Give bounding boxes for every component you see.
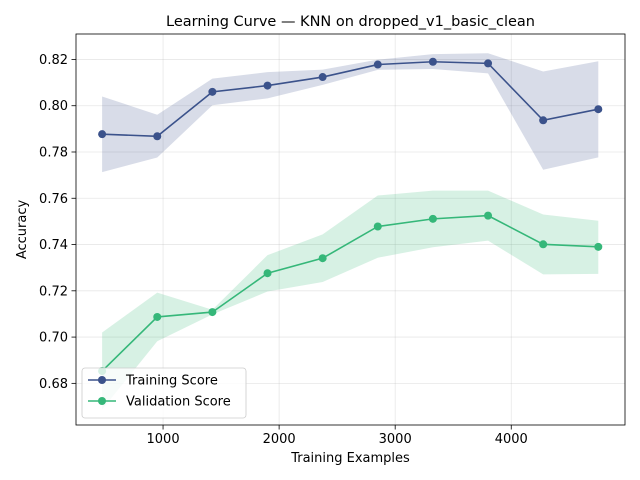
- y-tick-label: 0.80: [39, 99, 68, 114]
- validation-score-point: [318, 254, 327, 263]
- training-score-point: [208, 87, 217, 96]
- training-score-point: [263, 81, 272, 90]
- chart-title: Learning Curve — KNN on dropped_v1_basic…: [166, 14, 535, 30]
- training-score-point: [484, 59, 493, 68]
- training-score-point: [428, 57, 437, 66]
- x-tick-label: 1000: [147, 432, 180, 447]
- axis-ticks: 1000 2000 3000 4000 0.68 0.70 0.72 0.74 0.76 0.78…: [39, 53, 528, 447]
- validation-score-legend-marker: [98, 397, 106, 405]
- training-score-legend-label: Training Score: [125, 374, 218, 389]
- validation-score-line: [101, 214, 599, 372]
- validation-score-point: [373, 222, 382, 231]
- y-axis-label: Accuracy: [15, 200, 30, 260]
- x-tick-label: 3000: [379, 432, 412, 447]
- legend-box: [81, 367, 247, 419]
- series-lines: [101, 60, 599, 372]
- validation-score-point: [594, 242, 603, 251]
- series-points: [98, 57, 603, 376]
- training-score-band: [102, 53, 599, 173]
- validation-score-point: [428, 214, 437, 223]
- y-tick-label: 0.82: [39, 53, 68, 68]
- y-tick-label: 0.74: [39, 238, 68, 253]
- training-score-point: [318, 73, 327, 82]
- legend: Training Score Validation Score: [81, 367, 247, 419]
- y-tick-label: 0.68: [39, 377, 68, 392]
- y-tick-label: 0.72: [39, 284, 68, 299]
- training-score-line: [102, 60, 599, 138]
- training-score-point: [373, 60, 382, 69]
- validation-score-point: [208, 308, 217, 317]
- x-tick-label: 2000: [263, 432, 296, 447]
- x-tick-label: 4000: [495, 432, 528, 447]
- validation-score-point: [263, 269, 272, 278]
- validation-score-legend-label: Validation Score: [126, 395, 231, 410]
- std-bands: [102, 53, 599, 410]
- grid-lines: [76, 34, 625, 425]
- training-score-point: [153, 132, 162, 141]
- x-axis-label: Training Examples: [290, 451, 410, 466]
- y-tick-label: 0.78: [39, 145, 68, 160]
- y-tick-label: 0.76: [39, 192, 68, 207]
- training-score-point: [594, 105, 603, 114]
- validation-score-point: [484, 211, 493, 220]
- validation-score-point: [153, 312, 162, 321]
- y-tick-label: 0.70: [39, 331, 68, 346]
- training-score-point: [539, 116, 548, 125]
- validation-score-point: [539, 240, 548, 249]
- training-score-legend-marker: [98, 376, 106, 384]
- training-score-point: [98, 130, 107, 139]
- validation-score-band: [102, 190, 599, 410]
- plot-frame: [75, 33, 626, 426]
